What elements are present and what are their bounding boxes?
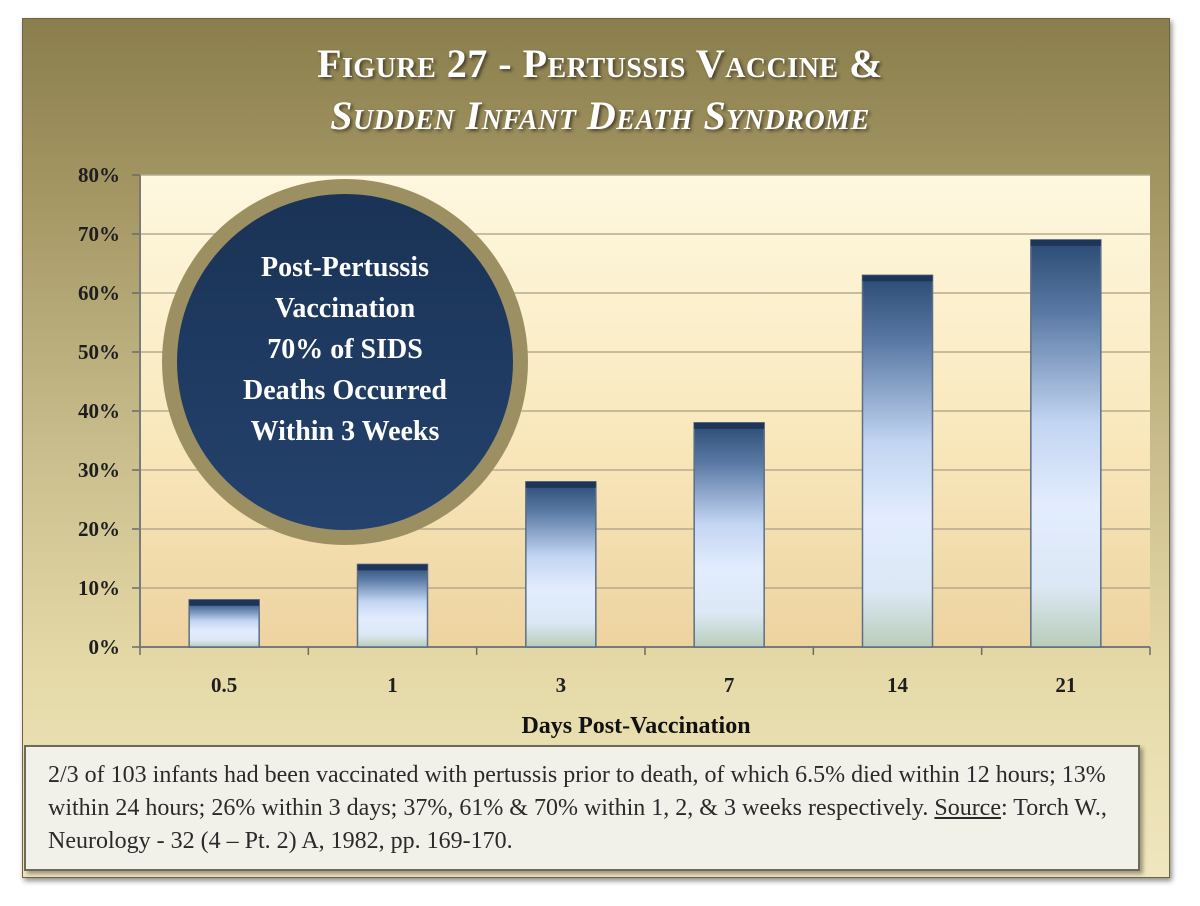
x-tick-labels: 0.5 1 3 7 14 21: [211, 673, 1076, 697]
bars: [188, 239, 1102, 648]
callout-bubble: Post-Pertussis Vaccination 70% of SIDS Deat…: [162, 179, 528, 545]
callout-line: Post-Pertussis: [261, 252, 429, 283]
y-tick-label: 50%: [78, 340, 120, 364]
caption-text: 2/3 of 103 infants had been vaccinated w…: [48, 762, 1106, 821]
bar-cap-21: [1030, 239, 1101, 246]
bar-cap-1: [357, 564, 428, 571]
y-tick-label: 60%: [78, 281, 120, 305]
callout-fill: [177, 194, 513, 530]
axes: [139, 175, 1151, 655]
bar-1: [356, 563, 429, 648]
y-tick-label: 80%: [78, 163, 120, 187]
x-tick-label: 14: [887, 673, 909, 697]
callout-text: Post-Pertussis Vaccination 70% of SIDS Deat…: [243, 252, 447, 447]
bar-21: [1030, 239, 1102, 648]
y-tick-label: 40%: [78, 399, 120, 423]
y-tick-label: 70%: [78, 222, 120, 246]
x-tick-label: 3: [556, 673, 567, 697]
x-tick-label: 21: [1055, 673, 1076, 697]
y-tick-labels: 0% 10% 20% 30% 40% 50% 60% 70% 80%: [78, 163, 120, 659]
bar-cap-3: [525, 481, 596, 488]
bar-3: [525, 481, 597, 648]
bar-14: [861, 274, 934, 648]
caption-box: 2/3 of 103 infants had been vaccinated w…: [24, 745, 1140, 871]
bar-0.5: [188, 599, 260, 648]
x-tick-label: 7: [724, 673, 735, 697]
callout-line: 70% of SIDS: [267, 334, 423, 365]
chart-title-line-1: Figure 27 - Pertussis Vaccine &: [317, 41, 883, 86]
bar-cap-7: [694, 422, 765, 429]
y-tick-label: 0%: [89, 635, 121, 659]
x-axis-title: Days Post-Vaccination: [521, 713, 750, 739]
x-tick-label: 1: [387, 673, 398, 697]
y-tick-label: 10%: [78, 576, 120, 600]
bar-7: [693, 422, 765, 648]
chart-title-line-2: Sudden Infant Death Syndrome: [330, 93, 870, 138]
callout-line: Vaccination: [275, 293, 416, 324]
x-tick-label: 0.5: [211, 673, 237, 697]
bar-cap-14: [862, 275, 933, 282]
caption-source-label: Source: [934, 795, 1001, 821]
callout-line: Deaths Occurred: [243, 375, 447, 406]
y-tick-label: 20%: [78, 517, 120, 541]
callout-line: Within 3 Weeks: [251, 416, 440, 447]
caption-source-text: : Torch W., Neurology - 32 (4 – Pt. 2) A…: [48, 795, 1107, 854]
bar-cap-0.5: [189, 599, 260, 606]
y-tick-label: 30%: [78, 458, 120, 482]
